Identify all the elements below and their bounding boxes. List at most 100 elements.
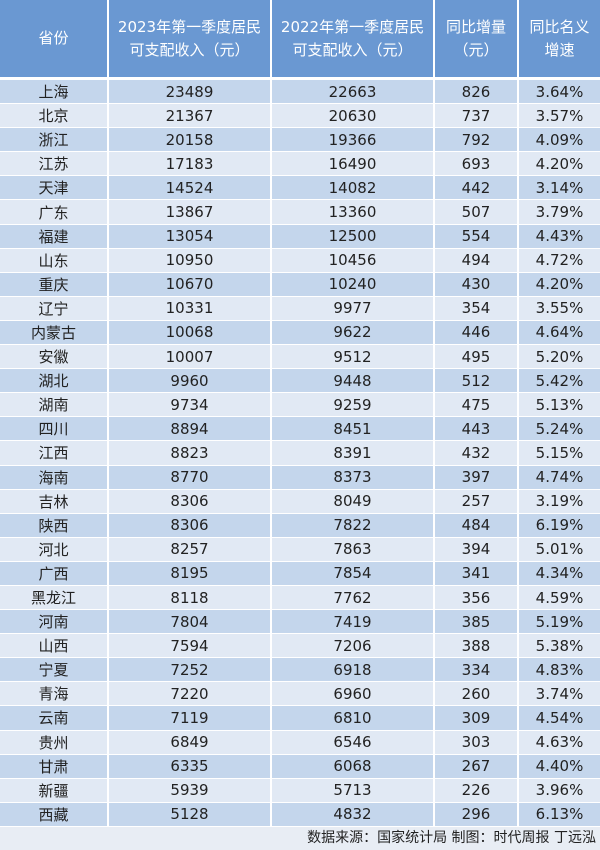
income-2023-cell: 13054	[109, 224, 272, 248]
province-cell: 内蒙古	[0, 320, 109, 345]
income-2023-cell: 23489	[109, 80, 272, 104]
growth-rate-cell: 6.13%	[535, 805, 584, 824]
income-2022-cell: 7206	[272, 634, 435, 658]
province-cell: 福建	[0, 224, 109, 248]
growth-rate-cell: 3.96%	[535, 781, 584, 800]
table-row: 安徽 10007 9512 495 5.20%	[0, 345, 600, 370]
table-row: 浙江 20158 19366 792 4.09%	[0, 128, 600, 153]
increase-cell: 385	[435, 610, 519, 634]
income-2023-cell: 14524	[109, 176, 272, 200]
table-row: 上海 23489 22663 826 3.64%	[0, 80, 600, 105]
table-row: 江苏 17183 16490 693 4.20%	[0, 152, 600, 177]
province-cell: 上海	[0, 80, 109, 104]
income-2023-cell: 10950	[109, 248, 272, 272]
income-2023-cell: 13867	[109, 200, 272, 224]
province-cell: 安徽	[0, 345, 109, 369]
income-2022-cell: 7863	[272, 537, 435, 561]
table-row: 山西 7594 7206 388 5.38%	[0, 634, 600, 659]
province-cell: 贵州	[0, 730, 109, 754]
income-2022-cell: 10240	[272, 272, 435, 296]
income-2022-cell: 9977	[272, 296, 435, 320]
income-2022-cell: 4832	[272, 802, 435, 826]
income-2023-cell: 8306	[109, 489, 272, 513]
growth-rate-cell: 5.38%	[535, 636, 584, 655]
increase-cell: 792	[435, 128, 519, 152]
income-2023-cell: 7220	[109, 682, 272, 706]
province-cell: 山西	[0, 634, 109, 658]
header-province: 省份	[0, 0, 109, 77]
table-row: 黑龙江 8118 7762 356 4.59%	[0, 585, 600, 611]
income-2022-cell: 8049	[272, 489, 435, 513]
header-growth-rate: 同比名义 增速	[529, 17, 590, 59]
increase-cell: 267	[435, 754, 519, 778]
increase-cell: 430	[435, 272, 519, 296]
province-cell: 广西	[0, 561, 109, 585]
income-2023-cell: 5939	[109, 778, 272, 802]
province-cell: 甘肃	[0, 754, 109, 778]
province-cell: 新疆	[0, 778, 109, 802]
increase-cell: 303	[435, 730, 519, 754]
growth-rate-cell: 5.24%	[535, 419, 584, 438]
increase-cell: 554	[435, 224, 519, 248]
province-cell: 吉林	[0, 489, 109, 513]
header-increase: 同比增量 （元）	[435, 0, 519, 77]
income-2023-cell: 7119	[109, 706, 272, 730]
income-2023-cell: 8894	[109, 417, 272, 441]
province-cell: 江西	[0, 441, 109, 465]
increase-cell: 494	[435, 248, 519, 272]
growth-rate-cell: 5.13%	[535, 395, 584, 414]
income-2022-cell: 6810	[272, 706, 435, 730]
income-2023-cell: 10670	[109, 272, 272, 296]
header-income-2022: 2022年第一季度居民 可支配收入（元）	[272, 0, 435, 77]
increase-cell: 356	[435, 585, 519, 610]
growth-rate-cell: 4.64%	[535, 323, 584, 342]
table-row: 天津 14524 14082 442 3.14%	[0, 176, 600, 201]
table-row: 辽宁 10331 9977 354 3.55%	[0, 296, 600, 321]
income-2023-cell: 10007	[109, 345, 272, 369]
increase-cell: 442	[435, 176, 519, 200]
growth-rate-cell: 5.15%	[535, 443, 584, 462]
increase-cell: 475	[435, 393, 519, 417]
income-2022-cell: 5713	[272, 778, 435, 802]
growth-rate-cell: 3.74%	[535, 684, 584, 703]
province-cell: 黑龙江	[0, 585, 109, 610]
income-2022-cell: 9259	[272, 393, 435, 417]
increase-cell: 296	[435, 802, 519, 826]
table-row: 重庆 10670 10240 430 4.20%	[0, 272, 600, 297]
growth-rate-cell: 4.59%	[535, 588, 584, 607]
province-cell: 广东	[0, 200, 109, 224]
increase-cell: 737	[435, 104, 519, 128]
increase-cell: 512	[435, 369, 519, 393]
table-row: 广东 13867 13360 507 3.79%	[0, 200, 600, 225]
growth-rate-cell: 3.19%	[535, 492, 584, 511]
income-2022-cell: 7762	[272, 585, 435, 610]
growth-rate-cell: 3.14%	[535, 178, 584, 197]
income-2022-cell: 13360	[272, 200, 435, 224]
income-2023-cell: 8823	[109, 441, 272, 465]
income-2022-cell: 16490	[272, 152, 435, 176]
growth-rate-cell: 4.74%	[535, 468, 584, 487]
growth-rate-cell: 3.79%	[535, 203, 584, 222]
table-row: 江西 8823 8391 432 5.15%	[0, 441, 600, 466]
province-cell: 辽宁	[0, 296, 109, 320]
growth-rate-cell: 3.55%	[535, 299, 584, 318]
province-cell: 湖南	[0, 393, 109, 417]
increase-cell: 334	[435, 658, 519, 682]
increase-cell: 693	[435, 152, 519, 176]
table-row: 青海 7220 6960 260 3.74%	[0, 682, 600, 707]
income-2023-cell: 10331	[109, 296, 272, 320]
growth-rate-cell: 5.20%	[535, 347, 584, 366]
table-row: 内蒙古 10068 9622 446 4.64%	[0, 320, 600, 346]
income-2022-cell: 8451	[272, 417, 435, 441]
growth-rate-cell: 5.19%	[535, 612, 584, 631]
growth-rate-cell: 4.63%	[535, 733, 584, 752]
income-2023-cell: 6335	[109, 754, 272, 778]
income-2022-cell: 9448	[272, 369, 435, 393]
table-row: 贵州 6849 6546 303 4.63%	[0, 730, 600, 755]
increase-cell: 260	[435, 682, 519, 706]
increase-cell: 507	[435, 200, 519, 224]
growth-rate-cell: 4.09%	[535, 130, 584, 149]
province-cell: 西藏	[0, 802, 109, 826]
growth-rate-cell: 4.43%	[535, 227, 584, 246]
table-row: 甘肃 6335 6068 267 4.40%	[0, 754, 600, 779]
